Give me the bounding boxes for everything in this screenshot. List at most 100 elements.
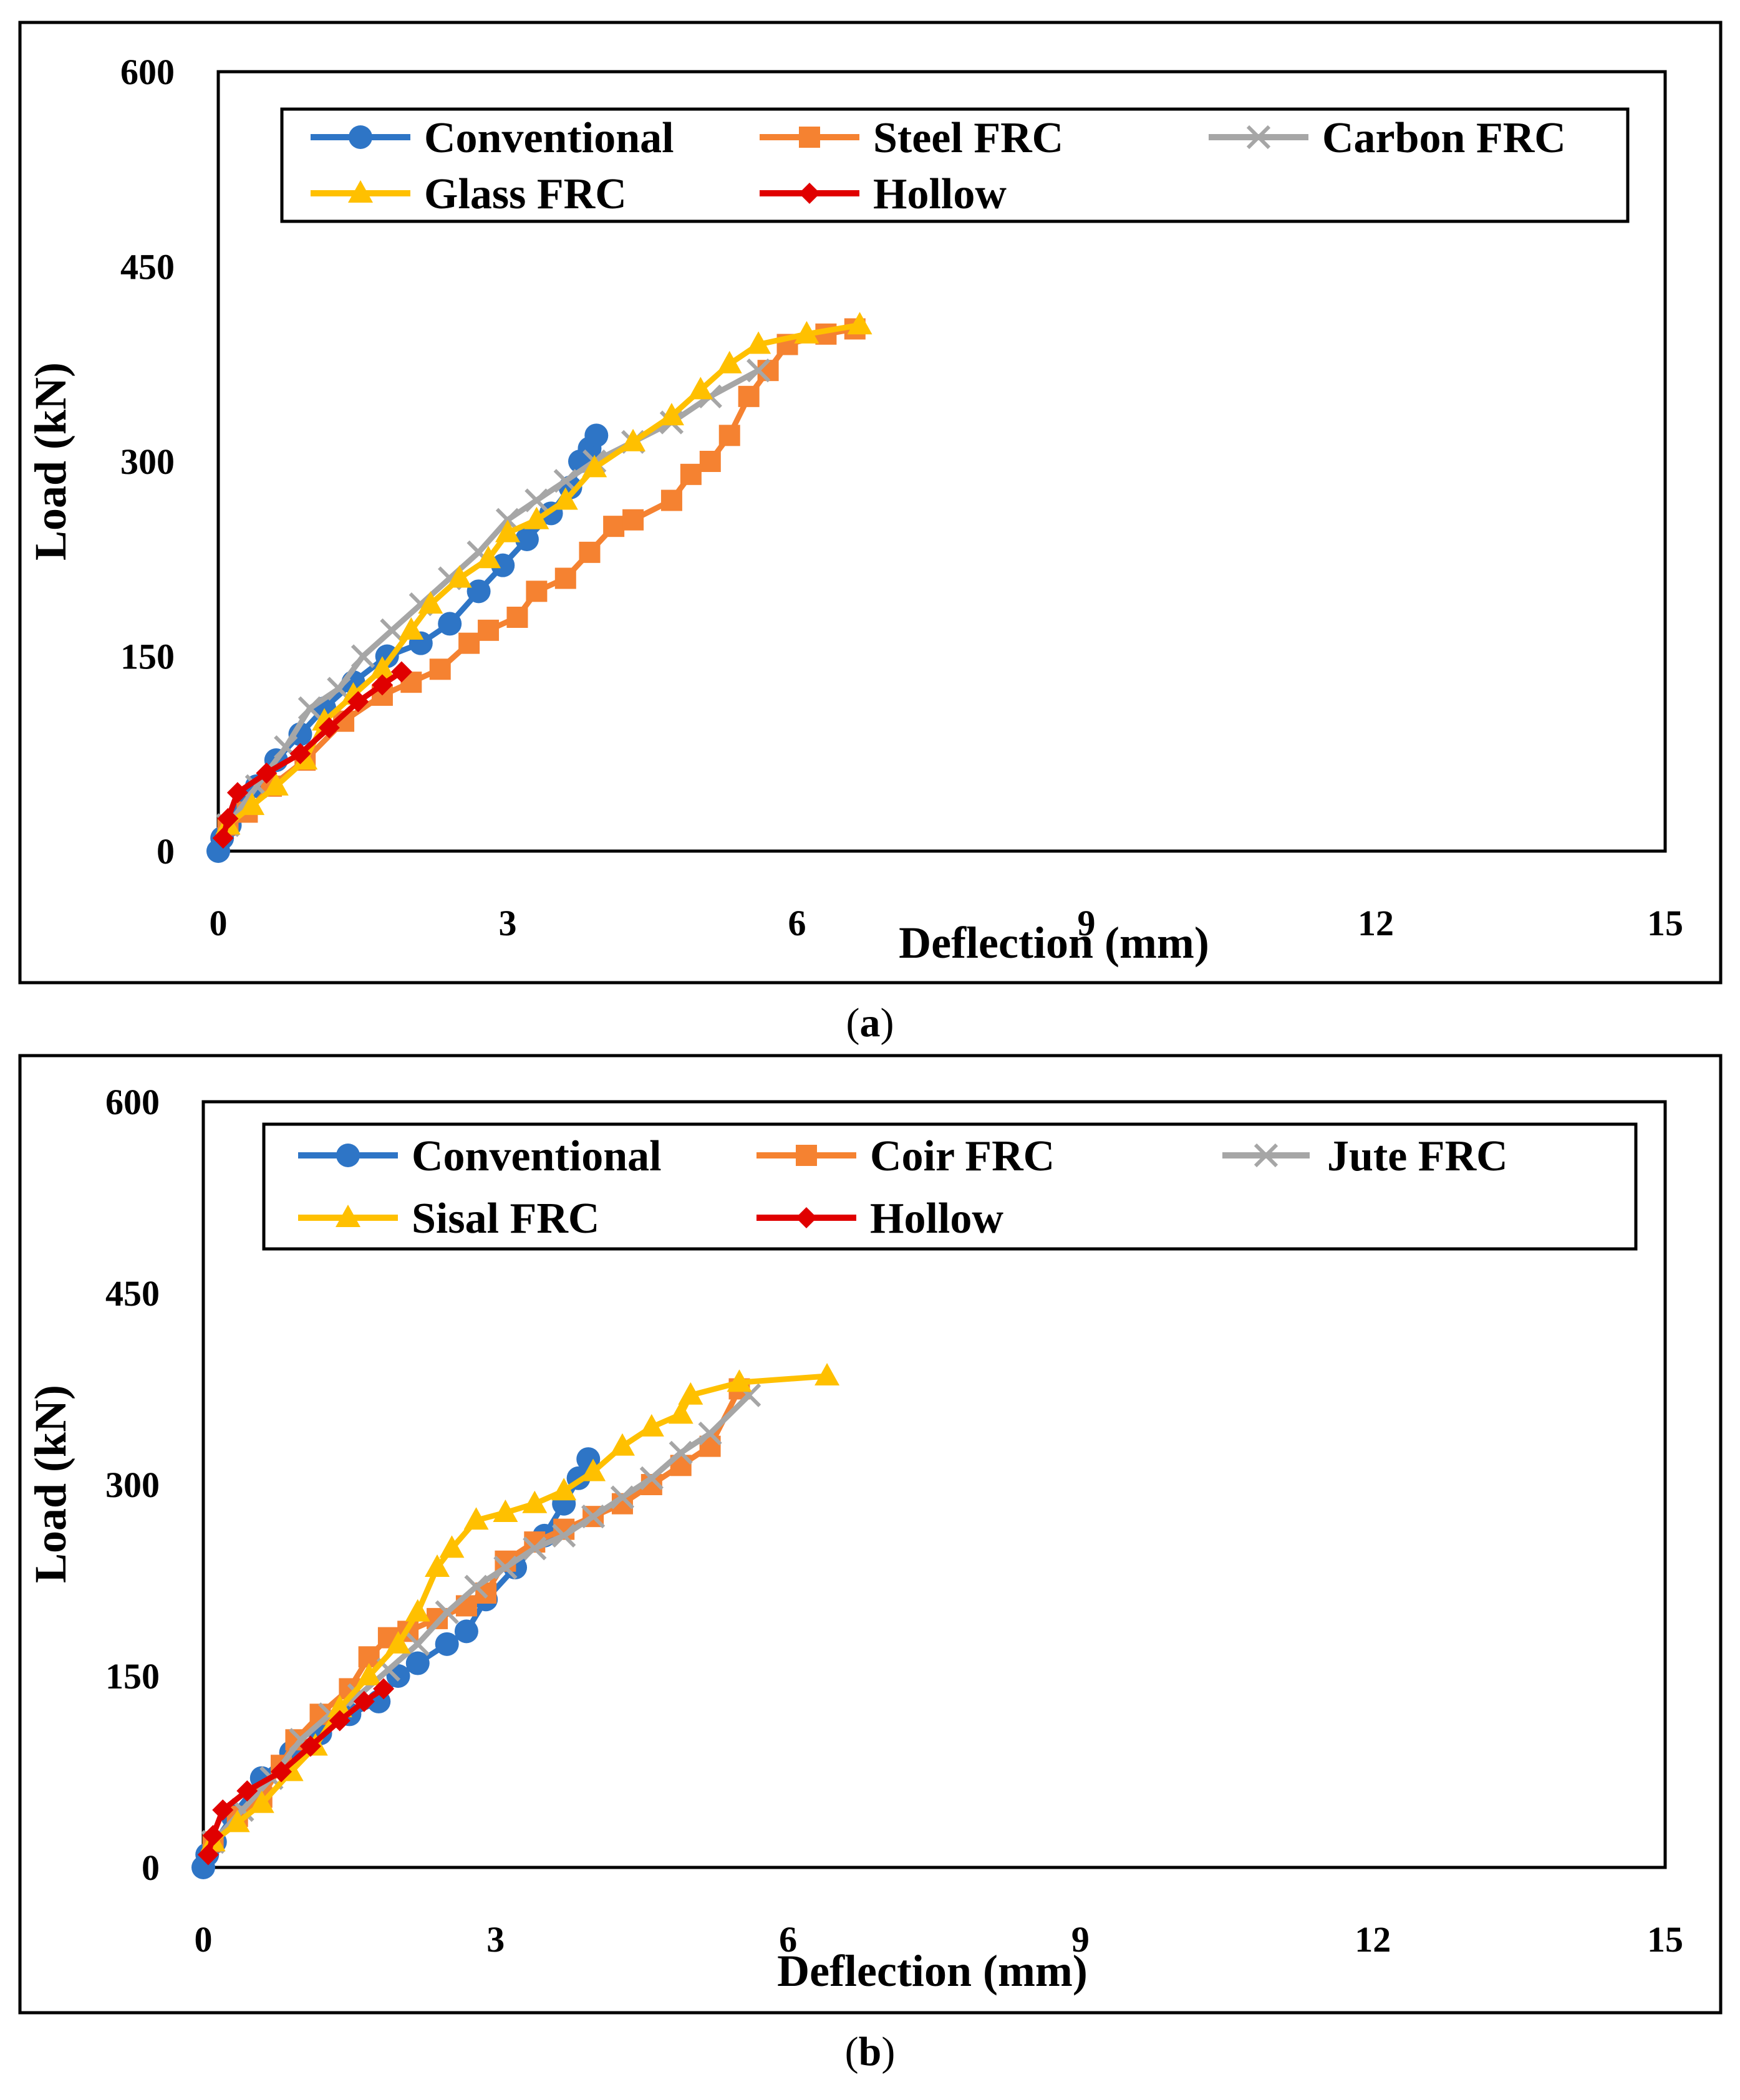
data-point-hollow-6 xyxy=(329,1710,350,1732)
legend-label-steel-frc: Steel FRC xyxy=(873,114,1063,162)
data-point-sisal-frc-5 xyxy=(327,1695,352,1718)
data-point-glass-frc-16 xyxy=(659,403,684,426)
legend-item-glass-frc: Glass FRC xyxy=(311,170,627,218)
y-tick-label-150: 150 xyxy=(105,1656,160,1697)
data-point-glass-frc-18 xyxy=(717,350,742,373)
data-point-steel-frc-19 xyxy=(718,425,740,446)
data-point-sisal-frc-18 xyxy=(668,1401,694,1424)
x-tick-label-12: 12 xyxy=(1358,903,1394,943)
panel-b-plot-area xyxy=(201,1100,1667,1869)
series-line-sisal-frc xyxy=(210,1373,830,1845)
x-tick-label-3: 3 xyxy=(486,1919,505,1960)
data-point-sisal-frc-16 xyxy=(609,1433,635,1456)
x-tick-label-0: 0 xyxy=(210,903,228,943)
data-point-jute-frc-17 xyxy=(698,1422,722,1446)
y-tick-label-300: 300 xyxy=(105,1465,160,1505)
legend-label-carbon-frc: Carbon FRC xyxy=(1322,114,1566,162)
x-tick-label-12: 12 xyxy=(1355,1919,1391,1960)
legend-item-sisal-frc: Sisal FRC xyxy=(298,1195,599,1243)
data-point-sisal-frc-10 xyxy=(439,1535,465,1558)
data-point-carbon-frc-5 xyxy=(350,644,375,668)
data-point-sisal-frc-6 xyxy=(356,1663,382,1685)
data-point-jute-frc-13 xyxy=(581,1505,606,1529)
legend-marker-hollow xyxy=(799,183,820,204)
panel-a-plot-area xyxy=(216,70,1667,853)
data-point-steel-frc-12 xyxy=(554,567,576,589)
panel-b-x-tick-labels: 0 3 6 9 12 15 xyxy=(195,1919,1684,1960)
panel-b-caption-letter: b xyxy=(859,2029,882,2074)
legend-marker-conventional xyxy=(336,1144,360,1167)
legend-marker-conventional xyxy=(349,125,372,149)
panel-a-x-axis-title: Deflection (mm) xyxy=(899,918,1209,968)
legend-item-conventional: Conventional xyxy=(311,114,674,162)
data-point-steel-frc-11 xyxy=(526,580,548,602)
panel-b-series-layer xyxy=(191,1363,840,1879)
data-point-steel-frc-14 xyxy=(603,516,625,537)
data-point-sisal-frc-13 xyxy=(522,1490,548,1513)
data-point-jute-frc-11 xyxy=(523,1536,547,1561)
data-point-hollow-8 xyxy=(390,661,412,683)
data-point-glass-frc-12 xyxy=(524,506,549,529)
legend-label-jute-frc: Jute FRC xyxy=(1327,1132,1508,1180)
panel-b-caption: (b) xyxy=(845,2029,896,2074)
legend-marker-shape-coir-frc xyxy=(796,1145,817,1166)
data-point-steel-frc-20 xyxy=(738,385,760,407)
data-point-conventional-12 xyxy=(466,579,491,604)
data-point-conventional-10 xyxy=(405,1651,430,1675)
panel-b-y-tick-labels: 0 150 300 450 600 xyxy=(105,1082,160,1888)
data-point-glass-frc-6 xyxy=(369,656,395,679)
data-point-hollow-5 xyxy=(299,1735,321,1757)
data-point-steel-frc-10 xyxy=(506,607,528,628)
data-point-glass-frc-10 xyxy=(476,546,501,569)
data-point-hollow-4 xyxy=(271,1761,292,1783)
panel-a-y-axis-title: Load (kN) xyxy=(26,362,75,561)
data-point-hollow-2 xyxy=(212,1799,234,1821)
data-point-jute-frc-14 xyxy=(610,1485,635,1510)
data-point-steel-frc-17 xyxy=(680,463,702,485)
legend-marker-carbon-frc xyxy=(1246,125,1271,150)
data-point-glass-frc-2 xyxy=(263,773,289,796)
data-point-conventional-14 xyxy=(515,527,539,551)
legend-marker-shape-steel-frc xyxy=(799,127,820,148)
data-point-steel-frc-7 xyxy=(429,658,451,680)
data-point-sisal-frc-14 xyxy=(551,1478,577,1501)
data-point-glass-frc-9 xyxy=(447,565,472,588)
data-point-hollow-1 xyxy=(217,807,239,829)
data-point-glass-frc-7 xyxy=(399,617,424,640)
legend-label-coir-frc: Coir FRC xyxy=(870,1132,1055,1180)
legend-marker-shape-conventional xyxy=(336,1144,360,1167)
legend-marker-coir-frc xyxy=(796,1145,817,1166)
data-point-hollow-0 xyxy=(197,1844,219,1866)
data-point-carbon-frc-3 xyxy=(297,696,322,720)
legend-item-carbon-frc: Carbon FRC xyxy=(1209,114,1566,162)
panel-a-series-layer xyxy=(206,312,872,863)
x-tick-label-15: 15 xyxy=(1647,903,1683,943)
legend-label-sisal-frc: Sisal FRC xyxy=(412,1195,599,1243)
data-point-carbon-frc-11 xyxy=(524,488,549,513)
y-tick-label-600: 600 xyxy=(120,52,175,92)
legend-item-hollow: Hollow xyxy=(756,1195,1003,1243)
legend-marker-shape-sisal-frc xyxy=(336,1205,360,1227)
legend-label-conventional: Conventional xyxy=(424,114,674,162)
data-point-glass-frc-21 xyxy=(847,312,872,335)
legend-marker-hollow xyxy=(796,1207,817,1228)
data-point-glass-frc-14 xyxy=(582,455,607,478)
panel-a-legend: Conventional Steel FRC Carbon FRC Glass … xyxy=(311,114,1566,218)
data-point-jute-frc-8 xyxy=(435,1600,459,1624)
data-point-carbon-frc-12 xyxy=(553,469,578,493)
data-point-steel-frc-15 xyxy=(622,509,644,531)
data-point-glass-frc-8 xyxy=(418,591,443,614)
data-point-jute-frc-15 xyxy=(639,1466,664,1490)
legend-label-hollow: Hollow xyxy=(873,170,1007,218)
panel-a-caption-letter: a xyxy=(860,1000,881,1046)
data-point-sisal-frc-12 xyxy=(493,1500,518,1523)
data-point-conventional-9 xyxy=(386,1664,410,1688)
data-point-conventional-12 xyxy=(454,1619,478,1644)
data-point-glass-frc-19 xyxy=(746,331,771,354)
panel-b-y-axis-title: Load (kN) xyxy=(26,1385,75,1583)
data-point-sisal-frc-20 xyxy=(727,1369,752,1392)
legend-marker-shape-hollow xyxy=(799,183,820,204)
data-point-sisal-frc-17 xyxy=(639,1414,664,1437)
y-tick-label-450: 450 xyxy=(120,247,175,287)
